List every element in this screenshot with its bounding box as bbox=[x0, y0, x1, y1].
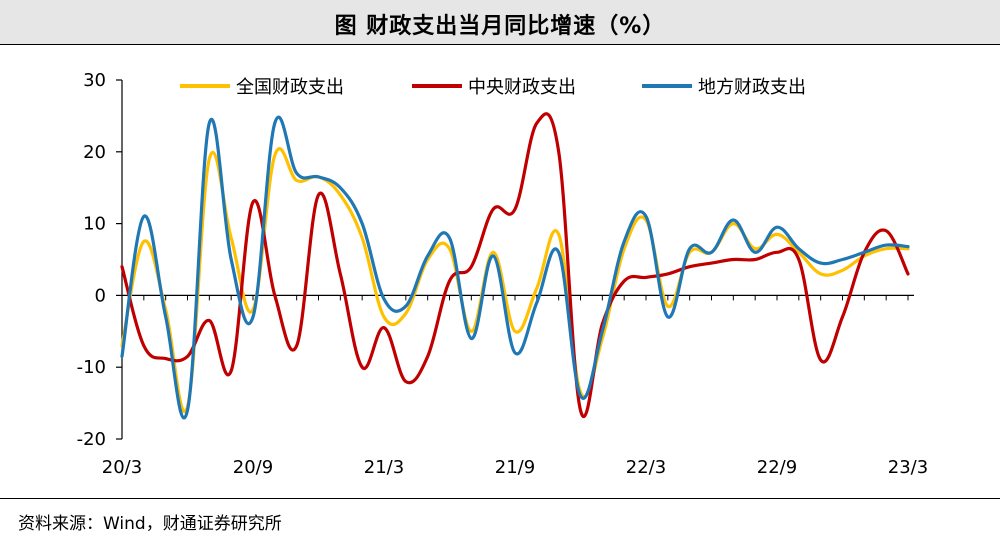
y-tick-label: 20 bbox=[83, 142, 106, 163]
x-tick-label: 20/3 bbox=[102, 457, 142, 478]
x-tick-label: 21/3 bbox=[364, 457, 404, 478]
y-tick-label: 0 bbox=[95, 285, 106, 306]
legend-label-2: 中央财政支出 bbox=[468, 77, 576, 98]
x-tick-label: 23/3 bbox=[888, 457, 928, 478]
legend-label-1: 全国财政支出 bbox=[236, 77, 344, 98]
series-line-2 bbox=[120, 112, 910, 419]
source-bar: 资料来源：Wind，财通证券研究所 bbox=[0, 498, 1000, 536]
y-tick-label: -10 bbox=[77, 357, 106, 378]
y-tick-label: -20 bbox=[77, 429, 106, 450]
series-line-3 bbox=[120, 115, 910, 420]
series-line-1 bbox=[120, 147, 910, 413]
source-note: 资料来源：Wind，财通证券研究所 bbox=[18, 514, 282, 534]
legend-label-3: 地方财政支出 bbox=[698, 77, 806, 98]
y-tick-label: 30 bbox=[83, 70, 106, 91]
line-chart: -20 -10 0 10 20 30 20/3 20/9 21/3 21/9 22/3 22/9 23/… bbox=[77, 70, 929, 478]
x-tick-label: 20/9 bbox=[233, 457, 273, 478]
x-tick-label: 21/9 bbox=[495, 457, 535, 478]
title-bar: 图 财政支出当月同比增速（%） bbox=[0, 0, 1000, 45]
chart-title: 图 财政支出当月同比增速（%） bbox=[334, 14, 666, 39]
y-tick-label: 10 bbox=[83, 214, 106, 235]
x-tick-label: 22/9 bbox=[757, 457, 797, 478]
x-tick-label: 22/3 bbox=[626, 457, 666, 478]
